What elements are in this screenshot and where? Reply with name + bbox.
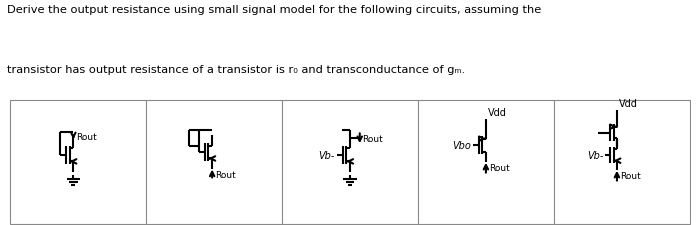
Text: Rout: Rout (76, 132, 97, 141)
Text: Vbo: Vbo (452, 141, 471, 151)
Text: Rout: Rout (489, 163, 510, 172)
Text: Vdd: Vdd (488, 107, 507, 117)
Text: Derive the output resistance using small signal model for the following circuits: Derive the output resistance using small… (7, 4, 541, 14)
Text: Rout: Rout (215, 170, 236, 179)
Text: Rout: Rout (620, 171, 641, 180)
Text: Rout: Rout (362, 134, 382, 143)
Text: Vb-: Vb- (318, 150, 335, 160)
Text: transistor has output resistance of a transistor is r₀ and transconductance of g: transistor has output resistance of a tr… (7, 65, 465, 74)
Text: Vb-: Vb- (587, 150, 603, 160)
Text: Vdd: Vdd (619, 99, 638, 108)
